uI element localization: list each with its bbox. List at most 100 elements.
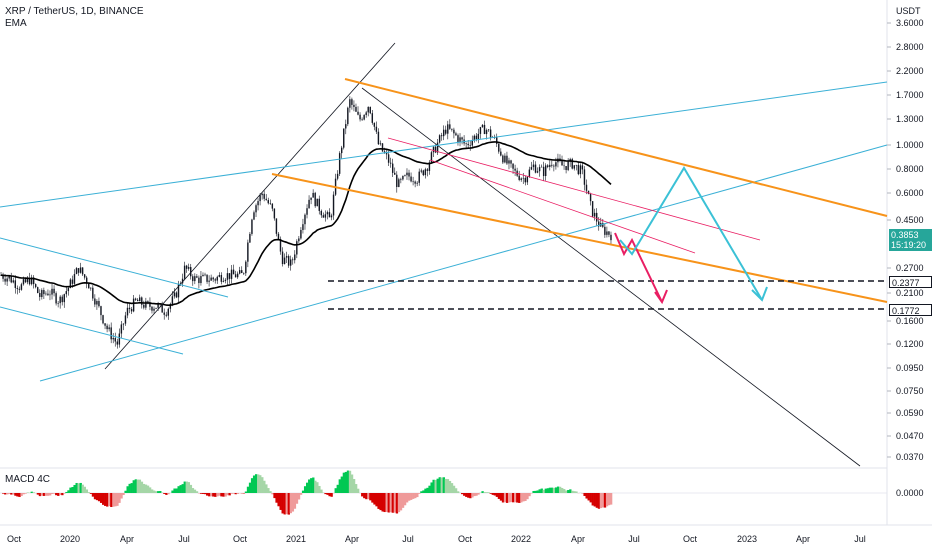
level-tag-a[interactable]: 0.2377 xyxy=(889,276,932,288)
macd-bar xyxy=(516,493,519,503)
candle-down xyxy=(292,259,294,261)
macd-bar xyxy=(365,493,368,500)
macd-bar xyxy=(81,484,84,493)
macd-bar xyxy=(248,482,252,493)
macd-bar xyxy=(336,484,339,493)
macd-bar xyxy=(95,493,99,501)
pink-channel-lower[interactable] xyxy=(429,159,696,254)
candle-down xyxy=(271,203,274,209)
candle-down xyxy=(510,160,512,164)
macd-bar xyxy=(173,488,176,493)
candle-down xyxy=(61,296,63,303)
candle-down xyxy=(602,223,604,227)
macd-bar xyxy=(314,480,317,493)
candle-up xyxy=(12,280,14,283)
macd-bar xyxy=(403,493,407,506)
lower-blue-trendline[interactable] xyxy=(39,144,888,382)
candle-up xyxy=(108,327,110,330)
macd-bar xyxy=(363,493,366,499)
macd-bar xyxy=(306,482,309,493)
macd-bar xyxy=(38,493,42,497)
candle-up xyxy=(477,133,480,140)
candle-up xyxy=(245,261,247,274)
candle-down xyxy=(165,314,167,316)
level-tag-b[interactable]: 0.1772 xyxy=(889,304,932,316)
macd-bar xyxy=(214,493,217,497)
candle-up xyxy=(289,259,292,266)
current-price-tag[interactable]: 0.3853 15:19:20 xyxy=(889,229,932,251)
candle-down xyxy=(32,277,35,285)
macd-bar xyxy=(585,493,588,499)
macd-bar xyxy=(24,493,27,494)
candle-up xyxy=(153,308,155,311)
candle-down xyxy=(514,168,516,171)
candle-down xyxy=(383,151,386,153)
macd-bar xyxy=(299,493,303,495)
candle-up xyxy=(261,193,263,196)
candle-down xyxy=(212,277,214,280)
candle-down xyxy=(116,341,119,345)
blue-segment-b[interactable] xyxy=(0,306,184,355)
orange-channel-upper[interactable] xyxy=(344,78,888,217)
macd-bar xyxy=(12,493,15,495)
candle-down xyxy=(426,169,429,171)
macd-bar xyxy=(379,493,382,511)
pink-projection-path[interactable] xyxy=(614,232,663,303)
macd-bar xyxy=(558,486,562,493)
candle-up xyxy=(120,324,123,334)
downtrend-line[interactable] xyxy=(361,87,861,467)
pink-channel-upper[interactable] xyxy=(387,137,761,241)
macd-bar xyxy=(30,491,33,493)
macd-bar xyxy=(153,490,156,493)
macd-bar xyxy=(267,488,270,493)
macd-bar xyxy=(591,493,594,506)
ema-legend[interactable]: EMA xyxy=(5,18,27,29)
macd-legend[interactable]: MACD 4C xyxy=(5,474,51,485)
macd-bar xyxy=(418,493,421,494)
y-tick: 2.8000 xyxy=(896,42,924,52)
candle-up xyxy=(204,274,206,276)
macd-bar xyxy=(244,491,248,493)
candle-down xyxy=(243,273,245,274)
macd-bar xyxy=(501,493,505,503)
candle-down xyxy=(563,165,565,167)
y-tick: 1.3000 xyxy=(896,114,924,124)
candle-down xyxy=(396,174,398,187)
cyan-projection-path[interactable] xyxy=(619,166,763,301)
upper-blue-trendline[interactable] xyxy=(0,81,888,208)
macd-bar xyxy=(69,487,72,493)
candle-up xyxy=(530,167,533,170)
macd-bar xyxy=(344,471,348,493)
candle-down xyxy=(88,283,90,289)
candle-down xyxy=(185,265,188,269)
macd-bar xyxy=(436,478,439,493)
candle-down xyxy=(320,210,323,216)
candle-up xyxy=(177,284,180,298)
macd-bar xyxy=(316,482,319,493)
macd-bar xyxy=(483,492,486,493)
blue-segment-a[interactable] xyxy=(0,237,229,298)
macd-bar xyxy=(510,493,513,503)
symbol-title[interactable]: XRP / TetherUS, 1D, BINANCE xyxy=(5,6,144,17)
candle-down xyxy=(469,145,471,146)
candle-down xyxy=(608,231,610,235)
candle-down xyxy=(581,165,584,170)
candle-down xyxy=(16,287,19,289)
candle-up xyxy=(173,292,176,297)
y-tick: 0.8000 xyxy=(896,164,924,174)
macd-bar xyxy=(189,484,193,493)
macd-bar xyxy=(179,485,182,493)
candle-up xyxy=(218,275,221,277)
y-tick: 0.0470 xyxy=(896,431,924,441)
macd-bar xyxy=(469,493,472,499)
orange-channel-lower[interactable] xyxy=(271,173,888,303)
candle-down xyxy=(410,176,412,182)
candle-down xyxy=(534,164,537,173)
macd-bar xyxy=(257,474,260,493)
macd-bar xyxy=(291,493,295,512)
uptrend-line[interactable] xyxy=(104,42,396,370)
macd-bar xyxy=(116,493,119,506)
macd-bar xyxy=(461,493,464,495)
macd-bar xyxy=(520,493,523,503)
